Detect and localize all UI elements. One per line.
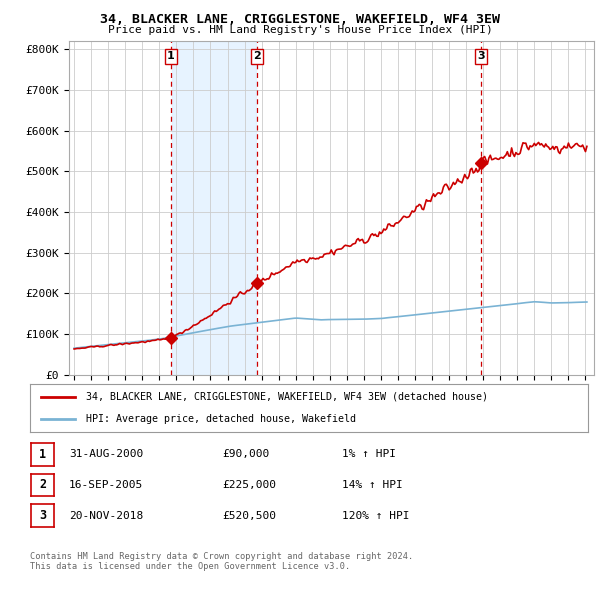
Text: Contains HM Land Registry data © Crown copyright and database right 2024.
This d: Contains HM Land Registry data © Crown c… xyxy=(30,552,413,571)
Text: £90,000: £90,000 xyxy=(222,450,269,459)
Text: 34, BLACKER LANE, CRIGGLESTONE, WAKEFIELD, WF4 3EW: 34, BLACKER LANE, CRIGGLESTONE, WAKEFIEL… xyxy=(100,13,500,26)
Text: Price paid vs. HM Land Registry's House Price Index (HPI): Price paid vs. HM Land Registry's House … xyxy=(107,25,493,35)
Text: 2: 2 xyxy=(253,51,260,61)
Text: 3: 3 xyxy=(39,509,46,522)
Text: 20-NOV-2018: 20-NOV-2018 xyxy=(69,511,143,520)
Text: 120% ↑ HPI: 120% ↑ HPI xyxy=(342,511,409,520)
Text: 1: 1 xyxy=(167,51,175,61)
Text: 14% ↑ HPI: 14% ↑ HPI xyxy=(342,480,403,490)
Text: 16-SEP-2005: 16-SEP-2005 xyxy=(69,480,143,490)
Text: 2: 2 xyxy=(39,478,46,491)
Text: 1% ↑ HPI: 1% ↑ HPI xyxy=(342,450,396,459)
Text: £520,500: £520,500 xyxy=(222,511,276,520)
Text: 31-AUG-2000: 31-AUG-2000 xyxy=(69,450,143,459)
Text: £225,000: £225,000 xyxy=(222,480,276,490)
Text: 3: 3 xyxy=(478,51,485,61)
Text: 34, BLACKER LANE, CRIGGLESTONE, WAKEFIELD, WF4 3EW (detached house): 34, BLACKER LANE, CRIGGLESTONE, WAKEFIEL… xyxy=(86,392,488,402)
Text: HPI: Average price, detached house, Wakefield: HPI: Average price, detached house, Wake… xyxy=(86,414,356,424)
Text: 1: 1 xyxy=(39,448,46,461)
